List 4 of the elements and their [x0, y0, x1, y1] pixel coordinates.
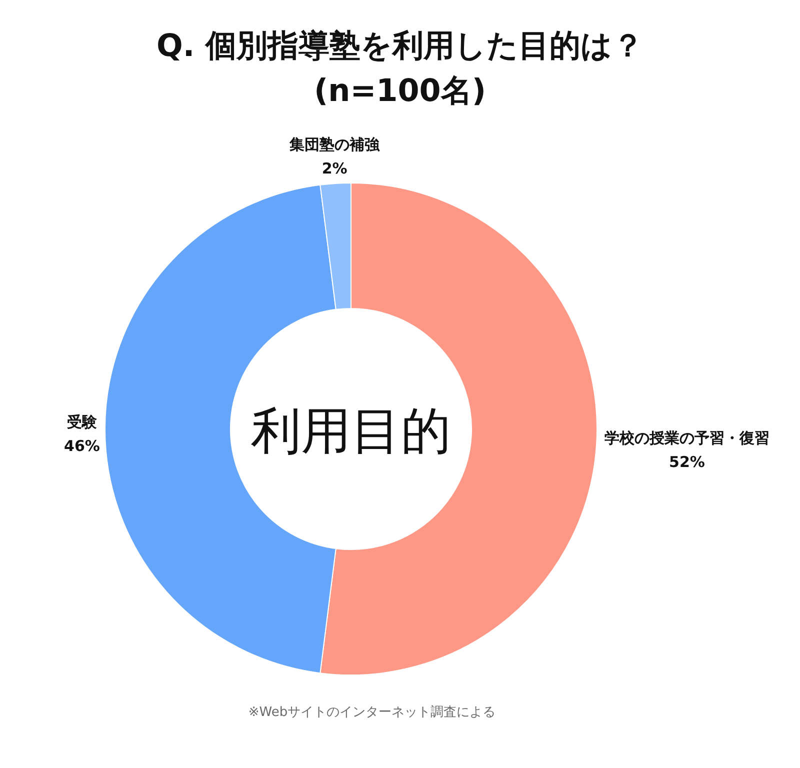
subtitle: (n=100名)	[314, 73, 486, 109]
center-label: 利用目的	[251, 402, 451, 460]
source-note: ※Webサイトのインターネット調査による	[248, 705, 496, 720]
title: Q. 個別指導塾を利用した目的は？	[156, 28, 644, 64]
